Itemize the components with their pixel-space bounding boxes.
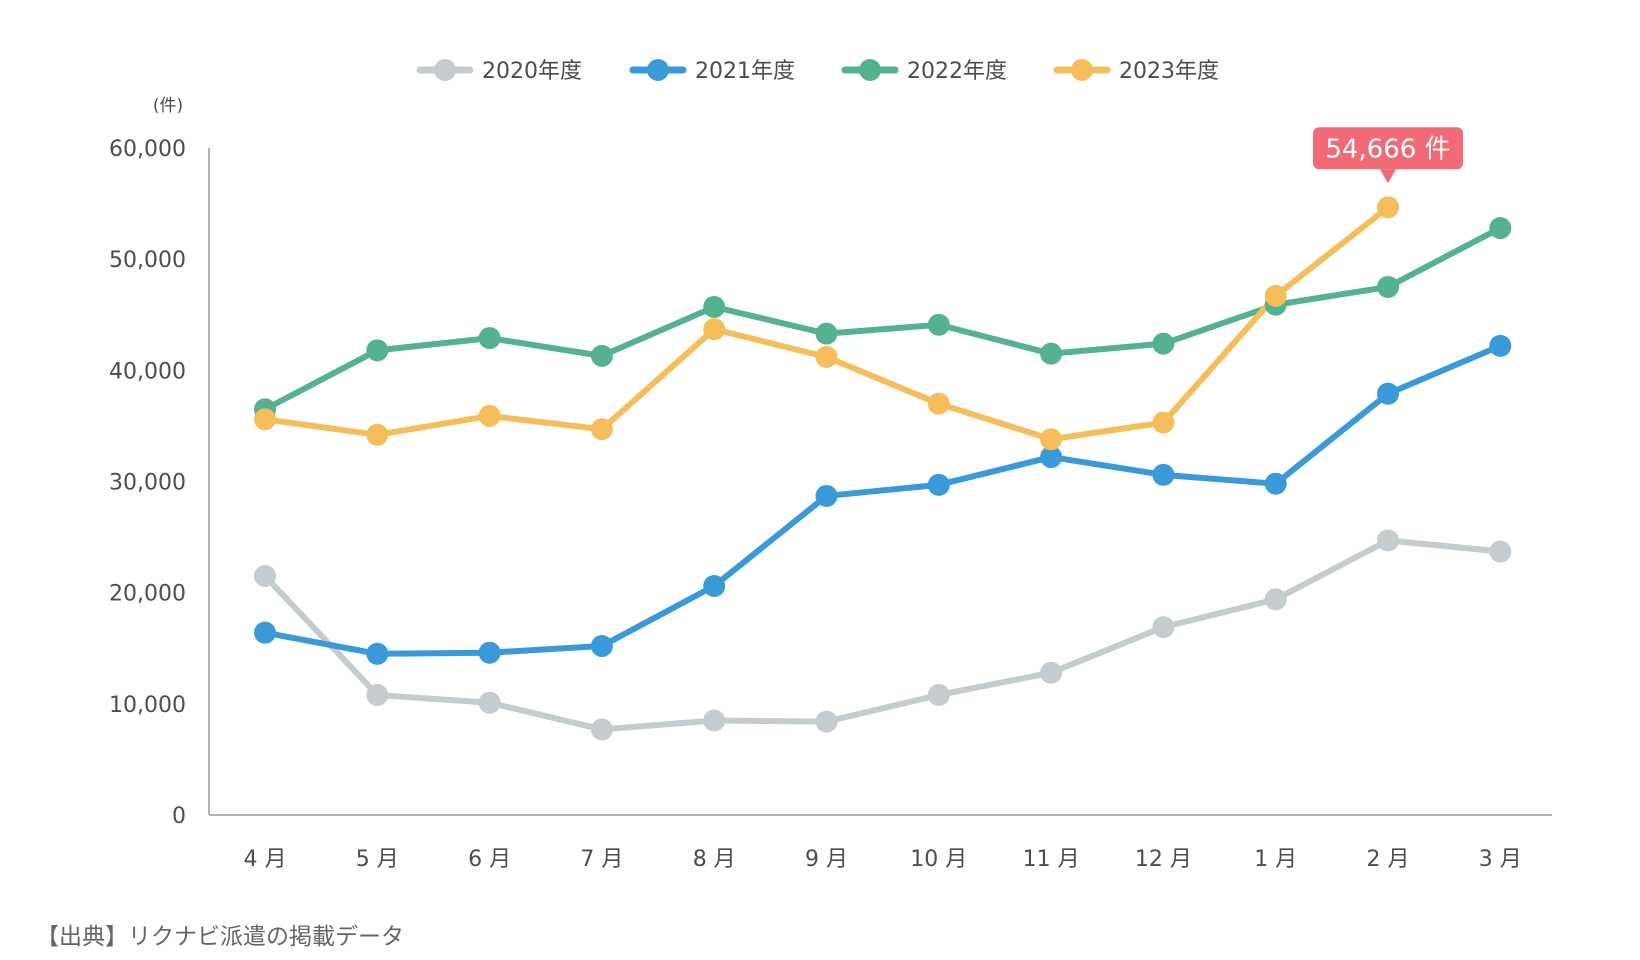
data-point [590,344,613,367]
legend: 2020年度 2021年度 2022年度 2023年度 [416,59,1219,84]
data-point [1377,196,1399,219]
data-point [254,621,276,644]
y-tick-label: 40,000 [109,359,186,384]
data-point [590,635,613,658]
x-tick-label: 11 月 [1023,847,1080,872]
data-point [366,423,389,446]
data-point [1264,284,1287,307]
data-point [1040,661,1063,684]
data-point [1152,616,1175,639]
data-point [366,683,389,706]
data-point [590,418,613,441]
data-point [1152,332,1175,355]
value-callout: 54,666 件 [1313,127,1463,184]
data-point [1377,275,1399,298]
series-points [254,196,1512,741]
data-point [927,683,950,706]
legend-marker [1071,59,1093,81]
data-point [1264,588,1287,611]
legend-marker [434,59,456,81]
x-axis-ticks: 4 月 5 月 6 月 7 月 8 月 9 月 10 月 11 月 12 月 1 月 2 月 3 月 [244,847,1522,872]
data-point [1489,540,1512,563]
data-point [703,574,726,597]
legend-label: 2023年度 [1119,59,1219,84]
y-tick-label: 0 [172,804,186,829]
data-point [1040,428,1063,451]
data-point [366,339,389,362]
legend-item: 2021年度 [629,59,795,84]
x-tick-label: 5 月 [356,847,399,872]
callout-box [1313,127,1463,170]
x-tick-label: 2 月 [1367,847,1410,872]
data-point [1152,463,1175,486]
x-tick-label: 4 月 [244,847,287,872]
legend-marker [647,59,669,81]
legend-label: 2020年度 [482,59,582,84]
data-point [590,718,613,741]
data-point [1040,342,1063,365]
callout-pointer [1380,169,1396,184]
data-point [815,345,838,368]
y-tick-label: 50,000 [109,248,186,273]
data-point [478,641,501,664]
legend-item: 2022年度 [841,59,1007,84]
x-tick-label: 9 月 [805,847,848,872]
data-point [1152,411,1175,434]
axes [208,148,1552,816]
data-point [703,318,726,341]
legend-item: 2020年度 [416,59,582,84]
data-point [815,484,838,507]
x-tick-label: 12 月 [1135,847,1192,872]
callout-label: 54,666 件 [1325,134,1450,164]
series-lines [262,204,1504,733]
x-tick-label: 7 月 [580,847,623,872]
data-point [254,408,276,431]
data-point [927,392,950,415]
legend-label: 2022年度 [907,59,1007,84]
data-point [1377,529,1399,552]
series-line [262,342,1504,657]
x-tick-label: 6 月 [468,847,511,872]
legend-label: 2021年度 [695,59,795,84]
data-point [478,327,501,350]
data-point [927,313,950,336]
data-point [703,295,726,318]
data-point [1377,382,1399,405]
series-line [262,225,1504,413]
x-tick-label: 8 月 [693,847,736,872]
x-tick-label: 3 月 [1479,847,1522,872]
data-point [927,473,950,496]
data-point [1264,472,1287,495]
data-point [1489,334,1512,357]
legend-marker [859,59,881,81]
data-point [815,322,838,345]
series-line [262,537,1504,733]
data-point [478,691,501,714]
data-point [478,404,501,427]
source-note: 【出典】リクナビ派遣の掲載データ [36,924,404,950]
x-tick-label: 1 月 [1254,847,1297,872]
data-point [815,710,838,733]
y-tick-label: 30,000 [109,471,186,496]
y-tick-label: 60,000 [109,137,186,162]
x-tick-label: 10 月 [910,847,967,872]
y-axis-ticks: 0 10,000 20,000 30,000 40,000 50,000 60,000 [109,137,186,829]
y-axis-unit-label: (件) [153,96,183,116]
data-point [1489,217,1512,240]
data-point [254,564,276,587]
data-point [703,709,726,732]
y-tick-label: 20,000 [109,582,186,607]
y-tick-label: 10,000 [109,693,186,718]
legend-item: 2023年度 [1053,59,1219,84]
data-point [1040,446,1063,469]
data-point [366,642,389,665]
